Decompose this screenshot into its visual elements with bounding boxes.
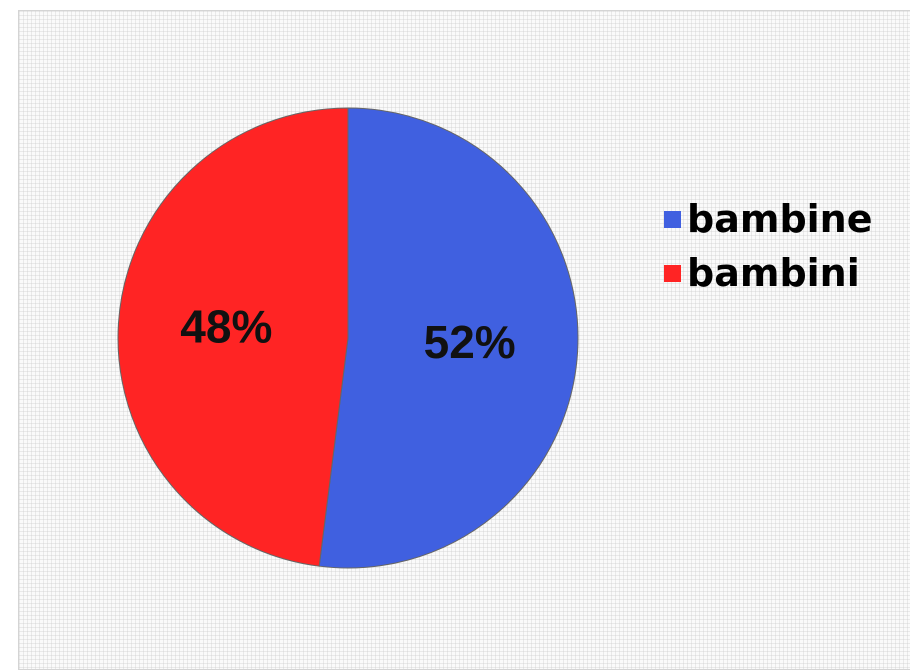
pie-slice-bambini <box>117 107 349 567</box>
legend: bambine bambini <box>664 192 873 300</box>
legend-item-bambini: bambini <box>664 246 873 300</box>
data-label-bambini: 48% <box>180 301 272 353</box>
legend-swatch-bambini <box>664 264 681 282</box>
legend-label-bambine: bambine <box>687 197 873 241</box>
data-label-bambine: 52% <box>424 316 516 368</box>
pie-slice-bambine <box>318 107 579 569</box>
legend-swatch-bambine <box>664 210 681 228</box>
legend-item-bambine: bambine <box>664 192 873 246</box>
legend-label-bambini: bambini <box>687 251 860 295</box>
